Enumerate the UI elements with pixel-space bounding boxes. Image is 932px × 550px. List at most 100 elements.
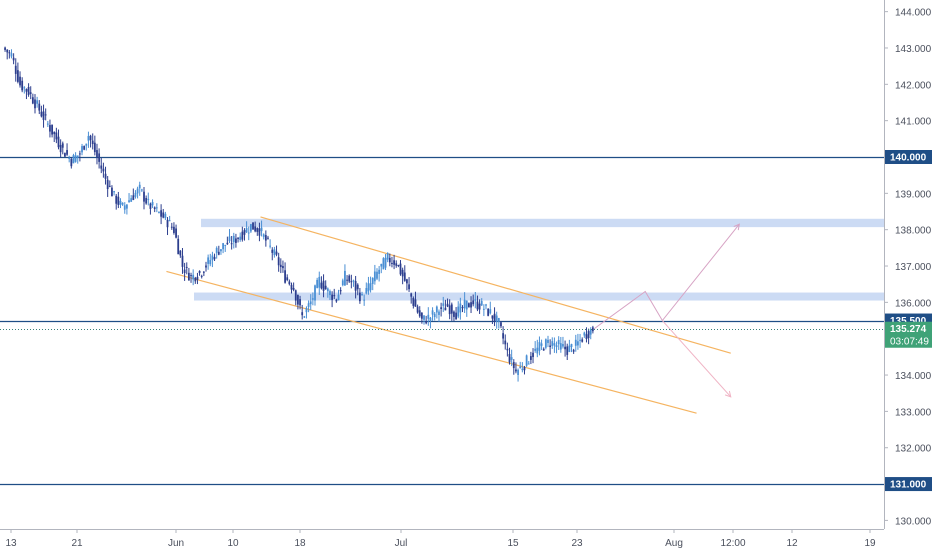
candle-body <box>412 297 415 306</box>
candle-body <box>162 212 165 218</box>
candle-body <box>153 207 156 209</box>
candle-body <box>181 255 184 267</box>
candle-body <box>493 313 496 322</box>
candle-body <box>532 352 534 358</box>
candle-body <box>143 191 145 202</box>
price-tick-label: 134.000 <box>895 371 932 382</box>
candle-body <box>85 143 88 146</box>
level-badge-label: 131.000 <box>890 480 927 491</box>
candle-body <box>256 228 259 232</box>
candle-body <box>119 200 122 205</box>
candle-body <box>384 257 387 268</box>
time-tick-label: 15 <box>507 538 519 549</box>
candle-body <box>401 269 404 277</box>
candle-body <box>512 362 515 369</box>
candle-body <box>589 329 592 335</box>
candle-body <box>331 294 334 300</box>
candle-body <box>367 283 370 292</box>
candle-body <box>431 310 434 315</box>
candle-body <box>183 269 186 273</box>
candle-body <box>12 57 15 61</box>
candle-body <box>540 343 543 346</box>
candle-body <box>239 236 242 240</box>
candle-body <box>290 284 293 290</box>
candle-body <box>194 277 197 282</box>
candle-body <box>87 135 90 141</box>
candle-body <box>237 237 239 239</box>
candle-body <box>585 334 588 340</box>
candle-body <box>487 308 490 316</box>
candle-body <box>160 210 163 217</box>
candle-body <box>25 89 28 92</box>
candle-body <box>350 281 353 283</box>
candle-body <box>51 124 53 135</box>
candle-body <box>352 280 355 282</box>
candle-body <box>403 272 406 281</box>
candle-body <box>104 173 107 179</box>
time-tick-label: 12:00 <box>720 538 745 549</box>
candle-body <box>245 227 248 233</box>
candle-body <box>198 270 201 273</box>
candle-body <box>117 196 120 205</box>
candle-body <box>474 299 477 301</box>
candle-body <box>500 322 502 327</box>
candle-body <box>476 301 479 310</box>
candle-body <box>83 146 86 150</box>
candle-body <box>363 299 366 301</box>
candle-body <box>292 287 295 290</box>
candle-body <box>536 347 539 354</box>
candle-body <box>168 220 171 222</box>
candle-body <box>220 249 222 252</box>
candle-body <box>288 281 291 285</box>
candle-body <box>373 271 376 282</box>
candle-body <box>27 86 30 95</box>
candle-body <box>53 131 56 135</box>
candle-body <box>224 244 227 246</box>
candle-body <box>100 165 103 169</box>
candle-body <box>59 144 62 153</box>
time-tick-label: 23 <box>571 538 583 549</box>
candle-body <box>192 274 195 280</box>
candle-body <box>386 253 389 260</box>
price-tick-label: 139.000 <box>895 189 932 200</box>
candle-body <box>566 346 569 355</box>
candle-body <box>138 184 141 189</box>
candle-body <box>10 53 13 57</box>
candle-body <box>57 136 60 148</box>
candle-body <box>44 114 47 116</box>
candle-body <box>517 369 519 375</box>
candle-body <box>371 277 374 284</box>
candle-body <box>335 299 338 302</box>
candle-body <box>149 203 152 209</box>
candle-body <box>562 343 564 347</box>
candle-body <box>444 307 447 311</box>
candle-body <box>115 195 118 204</box>
time-tick-label: 10 <box>227 538 239 549</box>
candle-body <box>202 271 205 273</box>
candle-body <box>318 276 321 288</box>
candle-body <box>378 269 381 274</box>
candle-body <box>433 313 436 318</box>
time-tick-label: Jul <box>395 538 408 549</box>
candle-body <box>549 345 552 348</box>
candle-body <box>254 226 257 232</box>
candle-body <box>459 303 462 313</box>
price-tick-label: 130.000 <box>895 516 932 527</box>
candle-body <box>577 341 579 346</box>
candle-body <box>228 236 231 242</box>
candle-body <box>106 179 109 190</box>
candle-body <box>361 294 363 296</box>
countdown-label: 03:07:49 <box>890 337 929 348</box>
time-tick-label: Aug <box>665 538 683 549</box>
candle-body <box>284 270 286 283</box>
candle-body <box>21 80 24 91</box>
candle-body <box>213 256 216 260</box>
candle-body <box>235 238 237 243</box>
candle-body <box>450 304 453 314</box>
candle-body <box>356 284 359 290</box>
candle-body <box>190 275 192 277</box>
candle-body <box>303 316 306 318</box>
candle-body <box>416 306 419 313</box>
